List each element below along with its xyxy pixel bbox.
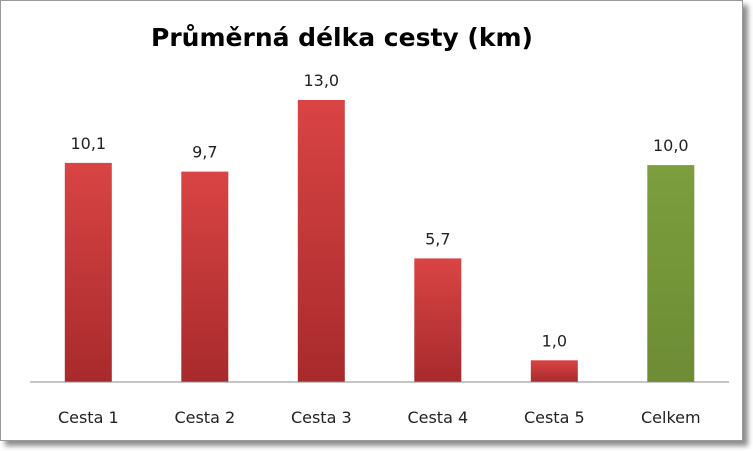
x-tick-label-0: Cesta 1 xyxy=(58,408,119,427)
x-tick-labels-group: Cesta 1 Cesta 2 Cesta 3 Cesta 4 Cesta 5 Celke… xyxy=(58,408,701,427)
bars-group xyxy=(64,100,695,382)
x-tick-label-4: Cesta 5 xyxy=(524,408,585,427)
value-label-2: 13,0 xyxy=(303,71,339,90)
value-label-5: 10,0 xyxy=(653,136,689,155)
value-label-1: 9,7 xyxy=(192,143,217,162)
bar-0 xyxy=(64,162,112,382)
bar-4 xyxy=(530,360,578,382)
x-tick-label-1: Cesta 2 xyxy=(174,408,235,427)
x-tick-label-3: Cesta 4 xyxy=(407,408,468,427)
value-label-4: 1,0 xyxy=(542,331,567,350)
chart-title: Průměrná délka cesty (km) xyxy=(151,23,533,52)
x-tick-label-5: Celkem xyxy=(641,408,701,427)
x-tick-label-2: Cesta 3 xyxy=(291,408,352,427)
bar-1 xyxy=(181,171,229,382)
chart-frame xyxy=(0,0,743,441)
bar-3 xyxy=(414,258,462,382)
bar-2 xyxy=(297,100,345,382)
value-labels-group: 10,1 9,7 13,0 5,7 1,0 10,0 xyxy=(70,71,688,350)
value-label-0: 10,1 xyxy=(70,134,106,153)
bar-5 xyxy=(647,165,695,382)
value-label-3: 5,7 xyxy=(425,229,450,248)
